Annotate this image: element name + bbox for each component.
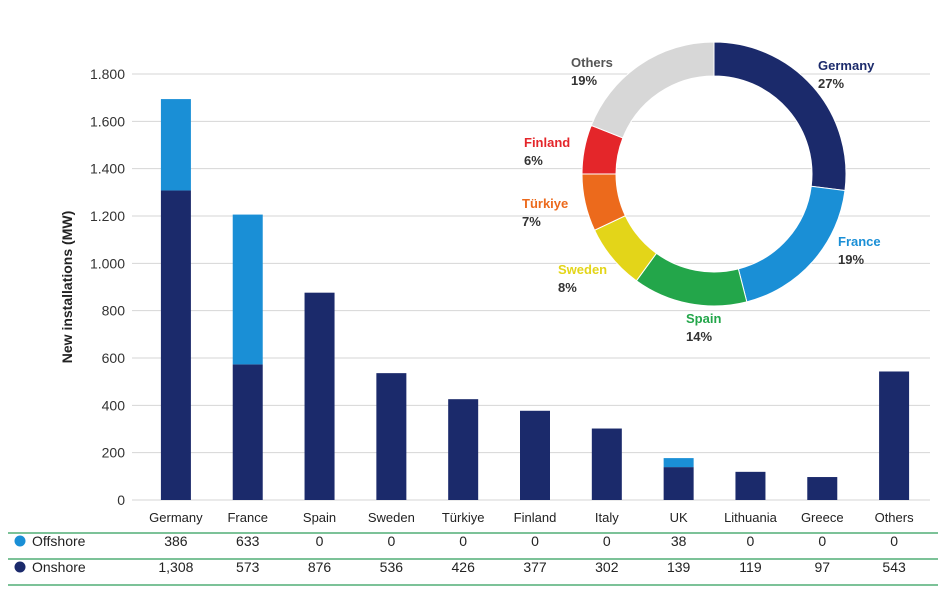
- donut-label-percent: 19%: [571, 73, 597, 88]
- y-tick-label: 1.000: [90, 255, 125, 271]
- donut-label-percent: 6%: [524, 153, 543, 168]
- donut-label-percent: 14%: [686, 329, 712, 344]
- table-cell: 0: [890, 533, 898, 549]
- donut-label-name: Finland: [524, 135, 570, 150]
- table-cell: 386: [164, 533, 188, 549]
- table-cell: 0: [459, 533, 467, 549]
- bar-onshore-others: [879, 371, 910, 500]
- table-cell: 139: [667, 559, 691, 575]
- bar-offshore-france: [232, 214, 263, 365]
- table-cell: 119: [739, 559, 762, 575]
- x-tick-label: Germany: [149, 510, 203, 525]
- table-cell: 1,308: [158, 559, 193, 575]
- x-tick-label: Others: [875, 510, 915, 525]
- table-cell: 38: [671, 533, 687, 549]
- donut-label-percent: 27%: [818, 76, 844, 91]
- x-tick-label: Spain: [303, 510, 336, 525]
- y-tick-label: 0: [117, 492, 125, 508]
- y-axis-label: New installations (MW): [59, 211, 75, 363]
- donut-label-percent: 8%: [558, 280, 577, 295]
- x-tick-label: Lithuania: [724, 510, 778, 525]
- bar-onshore-spain: [304, 292, 335, 500]
- table-cell: 426: [452, 559, 476, 575]
- y-tick-label: 800: [102, 303, 126, 319]
- donut-label-name: Sweden: [558, 262, 607, 277]
- y-tick-label: 400: [102, 397, 126, 413]
- donut-label-name: Others: [571, 55, 613, 70]
- x-tick-label: Sweden: [368, 510, 415, 525]
- x-tick-label: UK: [670, 510, 688, 525]
- x-tick-label: France: [227, 510, 267, 525]
- donut-label-name: Germany: [818, 58, 875, 73]
- table-cell: 97: [814, 559, 830, 575]
- legend-label-offshore: Offshore: [32, 533, 86, 549]
- donut-slice-france: [737, 185, 846, 303]
- table-cell: 633: [236, 533, 260, 549]
- legend-dot-onshore: [14, 561, 26, 573]
- bar-onshore-finland: [520, 410, 550, 500]
- table-cell: 536: [380, 559, 404, 575]
- bar-onshore-türkiye: [448, 399, 479, 500]
- bar-onshore-uk: [663, 467, 694, 500]
- data-table: Offshore 386 633 0 0 0 0 0 38 0 0 0 Onshore 1,308 573 8…: [8, 532, 938, 586]
- bar-onshore-france: [232, 364, 263, 500]
- donut-chart: Germany 27% France 19% Spain 14% Sweden 8% Türki…: [522, 41, 881, 344]
- donut-label-percent: 7%: [522, 214, 541, 229]
- bar-onshore-italy: [591, 428, 622, 500]
- table-cell: 377: [523, 559, 547, 575]
- table-cell: 0: [316, 533, 324, 549]
- bar-onshore-greece: [807, 477, 838, 500]
- donut-label-name: Spain: [686, 311, 721, 326]
- x-tick-label: Italy: [595, 510, 619, 525]
- table-cell: 302: [595, 559, 619, 575]
- x-tick-label: Greece: [801, 510, 844, 525]
- table-cell: 0: [387, 533, 395, 549]
- table-cell: 573: [236, 559, 260, 575]
- table-cell: 0: [747, 533, 755, 549]
- y-tick-label: 1.400: [90, 161, 125, 177]
- donut-label-name: France: [838, 234, 881, 249]
- bar-offshore-uk: [663, 458, 694, 468]
- table-cell: 543: [882, 559, 906, 575]
- x-tick-label: Finland: [514, 510, 557, 525]
- donut-slice-spain: [635, 252, 748, 307]
- y-tick-label: 1.600: [90, 113, 125, 129]
- donut-label-name: Türkiye: [522, 196, 568, 211]
- table-cell: 0: [531, 533, 539, 549]
- legend-label-onshore: Onshore: [32, 559, 86, 575]
- y-tick-label: 200: [102, 445, 126, 461]
- bar-offshore-germany: [160, 99, 191, 191]
- donut-label-percent: 19%: [838, 252, 864, 267]
- table-cell: 0: [818, 533, 826, 549]
- table-cell: 876: [308, 559, 332, 575]
- donut-slice-others: [590, 41, 715, 139]
- bar-onshore-sweden: [376, 373, 407, 500]
- legend-dot-offshore: [14, 535, 26, 547]
- bar-onshore-germany: [160, 190, 191, 500]
- y-tick-label: 1.200: [90, 208, 125, 224]
- table-cell: 0: [603, 533, 611, 549]
- y-tick-label: 600: [102, 350, 126, 366]
- bar-onshore-lithuania: [735, 471, 766, 500]
- x-tick-label: Türkiye: [442, 510, 485, 525]
- y-tick-label: 1.800: [90, 66, 125, 82]
- axis-layer: 0 200 400 600 800 1.000 1.200 1.400 1.600 1.800 Ne…: [59, 66, 914, 525]
- bar-layer: [160, 99, 910, 500]
